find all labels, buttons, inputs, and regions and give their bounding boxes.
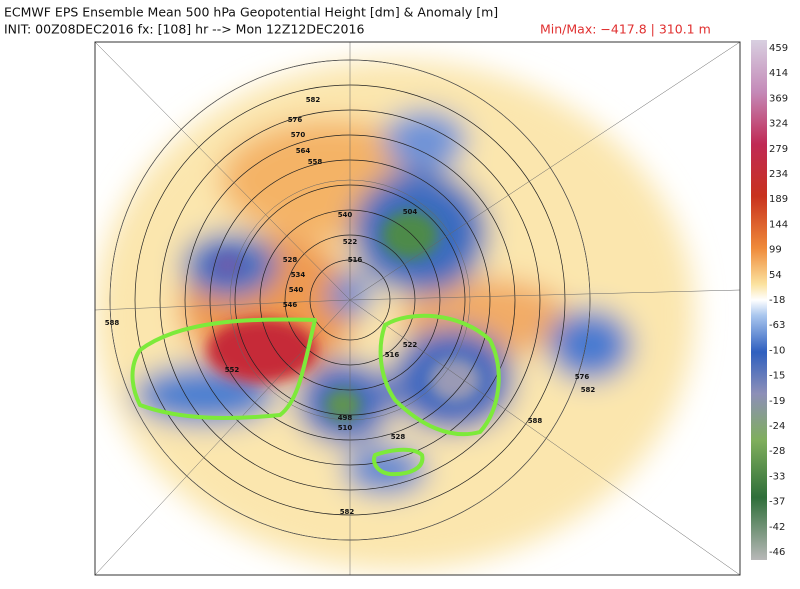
contour-label: 516 bbox=[385, 351, 400, 359]
contour-label: 528 bbox=[391, 433, 406, 441]
colorbar-label: 189 bbox=[769, 194, 788, 205]
colorbar-label: -19 bbox=[769, 396, 785, 407]
contour-label: 540 bbox=[338, 211, 353, 219]
contour-label: 522 bbox=[403, 341, 418, 349]
contour-label: 534 bbox=[291, 271, 306, 279]
contour-label: 582 bbox=[306, 96, 321, 104]
colorbar-label: -46 bbox=[769, 547, 785, 558]
contour-label: 498 bbox=[338, 414, 353, 422]
contour-label: 582 bbox=[340, 508, 355, 516]
contour-label: 558 bbox=[308, 158, 323, 166]
colorbar-label: 279 bbox=[769, 144, 788, 155]
colorbar-label: 369 bbox=[769, 93, 788, 104]
colorbar-label: 144 bbox=[769, 219, 788, 230]
contour-label: 588 bbox=[105, 319, 120, 327]
colorbar-label: 459 bbox=[769, 43, 788, 54]
colorbar-label: -37 bbox=[769, 497, 785, 508]
contour-label: 516 bbox=[348, 256, 363, 264]
map: 5825765705645585405225165285345405465885… bbox=[95, 42, 740, 575]
contour-label: 588 bbox=[528, 417, 543, 425]
contour-label: 546 bbox=[283, 301, 298, 309]
colorbar-label: 324 bbox=[769, 119, 788, 130]
contour-label: 540 bbox=[289, 286, 304, 294]
contour-label: 570 bbox=[291, 131, 306, 139]
contour-label: 582 bbox=[581, 386, 596, 394]
colorbar-label: -15 bbox=[769, 371, 785, 382]
map-frame bbox=[94, 41, 741, 576]
colorbar-label: -24 bbox=[769, 421, 785, 432]
colorbar-label: 414 bbox=[769, 68, 788, 79]
contour-label: 522 bbox=[343, 238, 358, 246]
init-line: INIT: 00Z08DEC2016 fx: [108] hr --> Mon … bbox=[4, 22, 364, 37]
contour-label: 576 bbox=[288, 116, 303, 124]
contour-label: 576 bbox=[575, 373, 590, 381]
contour-label: 528 bbox=[283, 256, 298, 264]
colorbar bbox=[751, 40, 767, 560]
contour-label: 552 bbox=[225, 366, 240, 374]
colorbar-label: 99 bbox=[769, 245, 782, 256]
contour-label: 510 bbox=[338, 424, 353, 432]
colorbar-label: -42 bbox=[769, 522, 785, 533]
colorbar-label: -63 bbox=[769, 320, 785, 331]
contour-label: 504 bbox=[403, 208, 418, 216]
colorbar-label: -33 bbox=[769, 471, 785, 482]
title: ECMWF EPS Ensemble Mean 500 hPa Geopoten… bbox=[4, 5, 498, 20]
colorbar-label: -10 bbox=[769, 345, 785, 356]
colorbar-label: -18 bbox=[769, 295, 785, 306]
min-max: Min/Max: −417.8 | 310.1 m bbox=[540, 22, 711, 37]
colorbar-label: 234 bbox=[769, 169, 788, 180]
contour-label: 564 bbox=[296, 147, 311, 155]
colorbar-label: -28 bbox=[769, 446, 785, 457]
colorbar-label: 54 bbox=[769, 270, 782, 281]
